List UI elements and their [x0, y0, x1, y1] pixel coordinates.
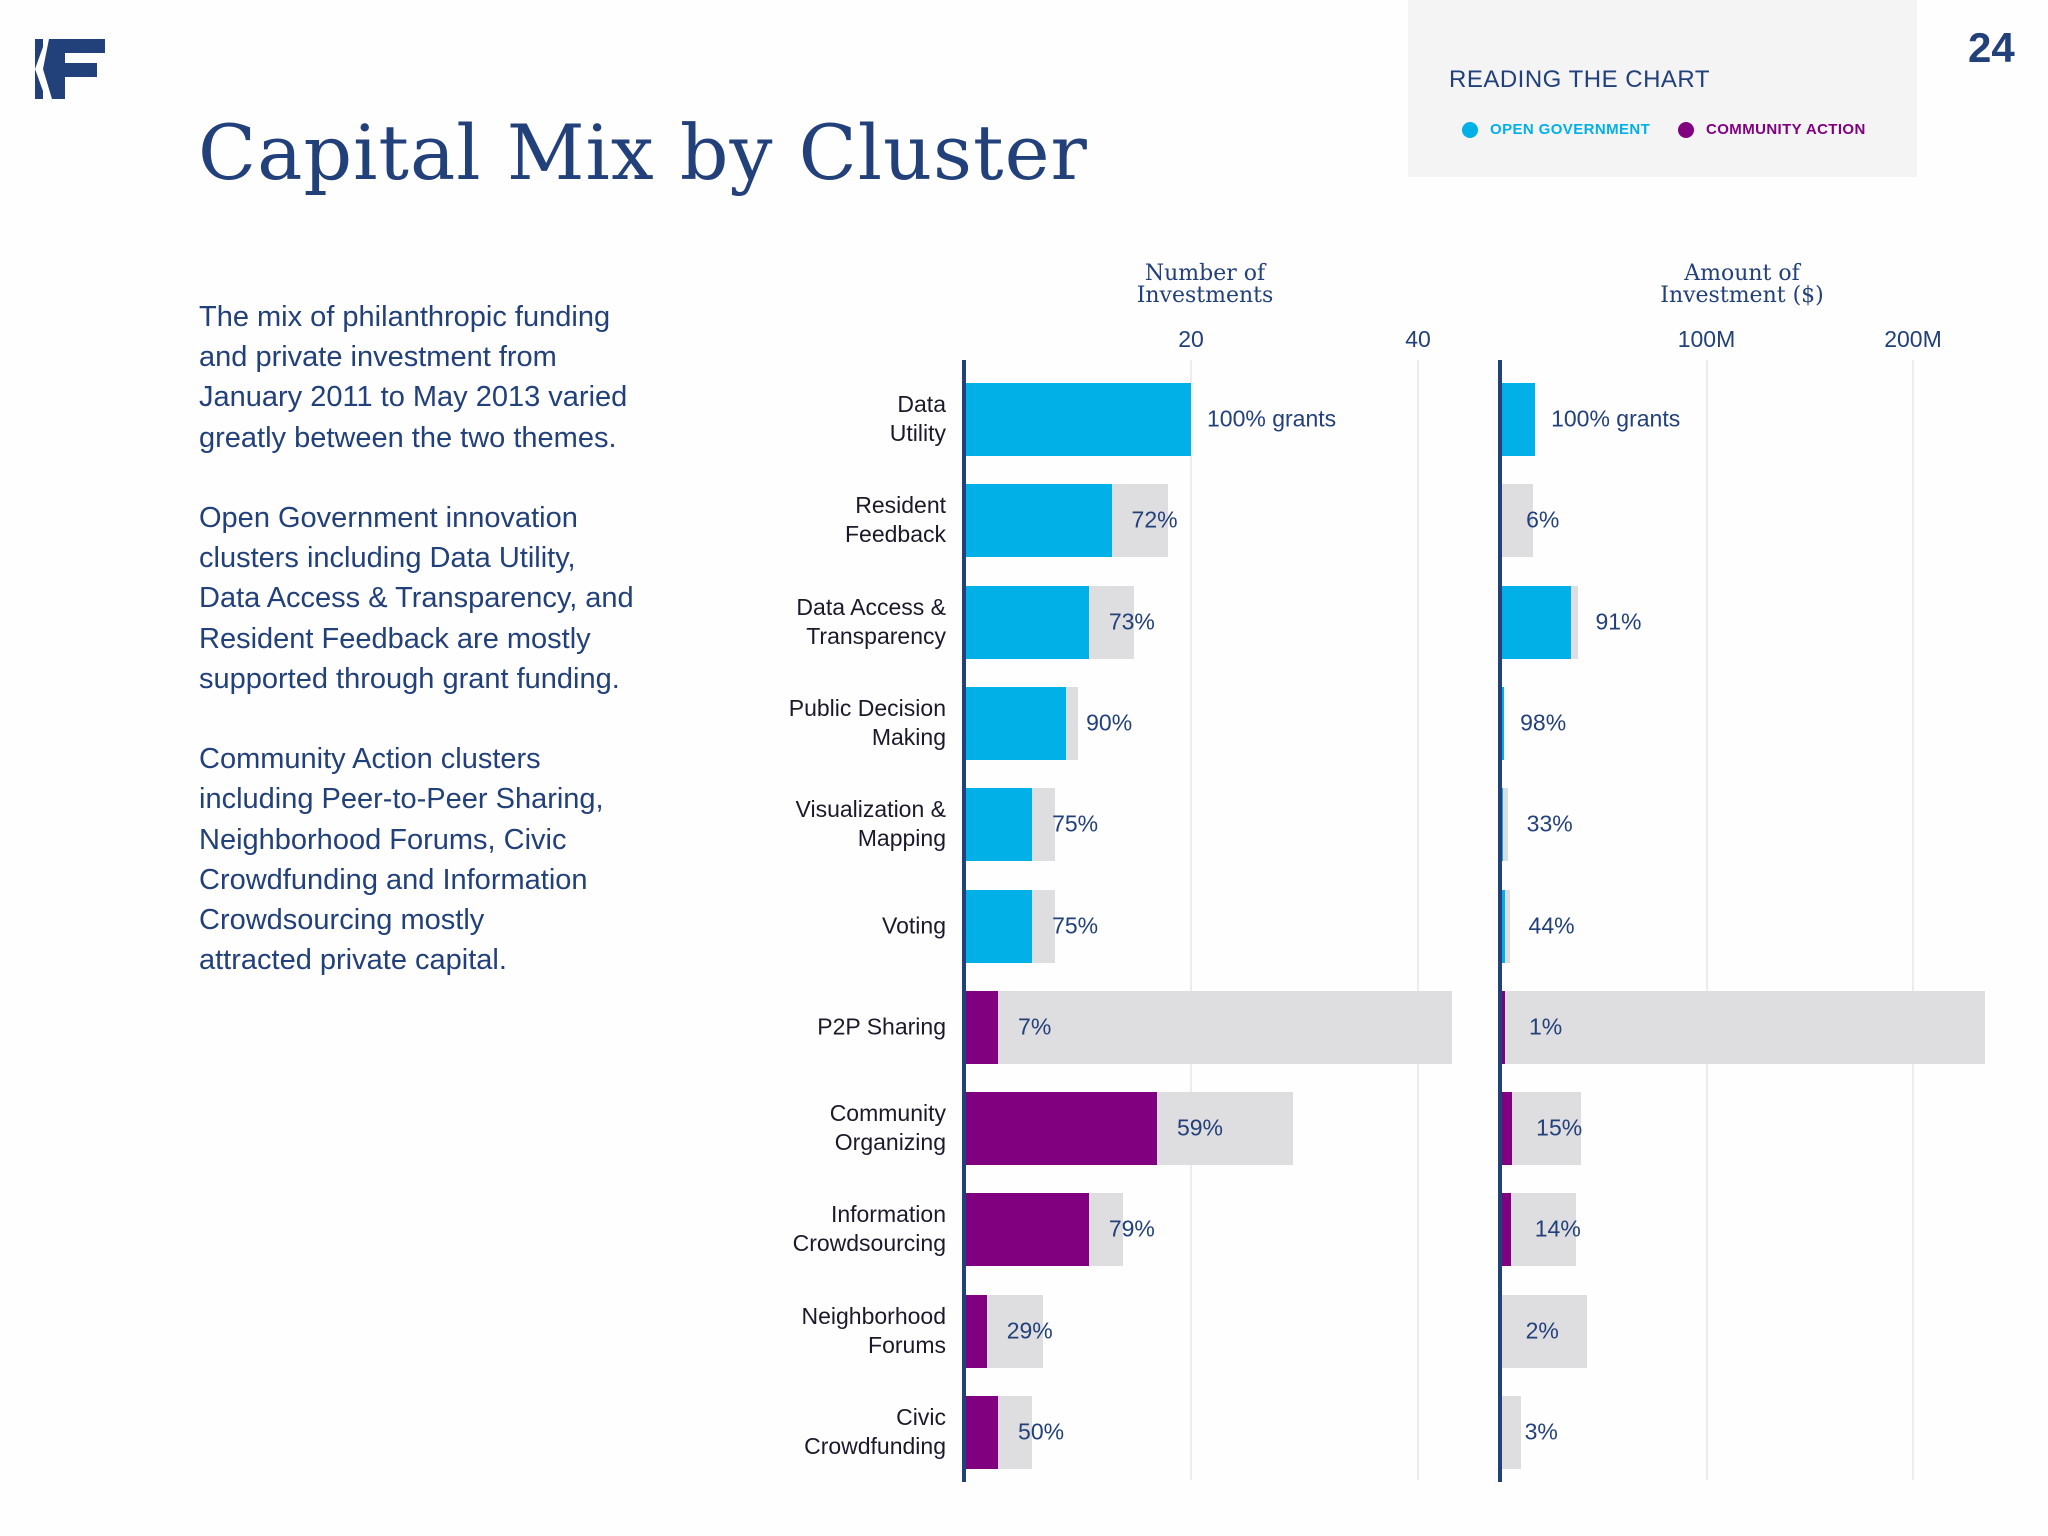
bar-grants	[1500, 889, 1505, 963]
gridline	[1190, 360, 1192, 1480]
bar-grants	[1500, 990, 1505, 1064]
bar-grants	[1500, 686, 1505, 760]
bar-grants	[1500, 1092, 1513, 1166]
category-label: Resident Feedback	[844, 492, 946, 548]
tick-label: 100M	[1677, 326, 1736, 352]
grant-percent-label: 59%	[1176, 1114, 1223, 1141]
bar-grants	[964, 484, 1112, 558]
bar-total-remainder	[1500, 889, 1511, 963]
grant-percent-label: 15%	[1536, 1114, 1583, 1141]
bar-total-remainder	[1500, 990, 1986, 1064]
body-text: The mix of philanthropic funding and pri…	[199, 297, 759, 1021]
legend-label: COMMUNITY ACTION	[1706, 121, 1866, 138]
gridline	[1912, 360, 1914, 1480]
open-government-dot-icon	[1462, 121, 1478, 138]
body-paragraph: The mix of philanthropic funding and pri…	[199, 301, 628, 454]
bar-grants	[964, 383, 1191, 456]
tick-label: 20	[1178, 326, 1204, 352]
category-label: Visualization & Mapping	[795, 796, 946, 852]
bar-total-remainder	[1500, 1193, 1577, 1267]
bar-grants	[964, 686, 1067, 760]
bar-total-remainder	[964, 990, 1453, 1064]
legend-title: READING THE CHART	[1449, 66, 1710, 93]
grant-percent-label: 50%	[1018, 1418, 1065, 1445]
bar-grants	[964, 1294, 987, 1368]
category-label: Information Crowdsourcing	[792, 1201, 946, 1257]
grant-percent-label: 75%	[1052, 810, 1099, 837]
category-label: Voting	[882, 912, 946, 938]
grant-percent-label: 7%	[1018, 1013, 1052, 1040]
kf-logo	[35, 39, 105, 99]
tick-label: 40	[1405, 326, 1431, 352]
legend-item-open-government: OPEN GOVERNMENT	[1462, 121, 1650, 138]
page-title: Capital Mix by Cluster	[198, 108, 1088, 197]
legend-item-community-action: COMMUNITY ACTION	[1678, 121, 1866, 138]
grant-percent-label: 33%	[1526, 810, 1573, 837]
bar-grants	[1500, 1193, 1511, 1267]
grant-percent-label: 2%	[1525, 1317, 1559, 1344]
bar-grants	[964, 788, 1033, 862]
bar-total-remainder	[1500, 1092, 1581, 1166]
grant-percent-label: 91%	[1595, 608, 1642, 635]
grant-percent-label: 90%	[1086, 709, 1133, 736]
bar-total-remainder	[1500, 484, 1534, 558]
grant-percent-label: 98%	[1520, 709, 1567, 736]
category-label: Civic Crowdfunding	[804, 1404, 946, 1459]
category-label: Data Utility	[889, 391, 946, 446]
bar-grants	[964, 1396, 999, 1469]
category-label: Community Organizing	[829, 1100, 946, 1156]
gridline	[1705, 360, 1708, 1480]
grant-percent-label: 6%	[1526, 506, 1560, 533]
grant-percent-label: 100% grants	[1551, 405, 1681, 432]
axis-line	[1498, 360, 1502, 1482]
category-label: Data Access & Transparency	[796, 593, 946, 649]
grant-percent-label: 1%	[1528, 1013, 1563, 1040]
grant-percent-label: 73%	[1108, 608, 1155, 635]
legend-label: OPEN GOVERNMENT	[1490, 121, 1651, 138]
page-number: 24	[1968, 24, 2015, 71]
bar-grants	[964, 1092, 1157, 1166]
bar-total-remainder	[1500, 788, 1509, 862]
bar-grants	[964, 585, 1089, 659]
bar-total-remainder	[1500, 1294, 1587, 1368]
category-label: P2P Sharing	[817, 1013, 946, 1040]
grant-percent-label: 44%	[1528, 912, 1575, 938]
grant-percent-label: 14%	[1534, 1215, 1581, 1242]
grant-percent-label: 72%	[1131, 506, 1178, 533]
grant-percent-label: 29%	[1006, 1317, 1053, 1344]
gridline	[1417, 360, 1419, 1480]
category-label: Neighborhood Forums	[801, 1302, 946, 1358]
grant-percent-label: 75%	[1052, 912, 1099, 938]
bar-grants	[964, 889, 1033, 963]
grant-percent-label: 100% grants	[1207, 405, 1337, 432]
reading-the-chart-legend: READING THE CHART OPEN GOVERNMENT COMMUN…	[1408, 0, 1917, 177]
body-paragraph: Community Action clusters including Peer…	[199, 743, 604, 977]
bar-grants	[964, 1193, 1089, 1267]
axis-title-amount-of-investment: Amount of Investment ($)	[1660, 261, 1824, 308]
category-label: Public Decision Making	[788, 694, 946, 750]
body-paragraph: Open Government innovation clusters incl…	[199, 502, 634, 695]
axis-line	[962, 360, 966, 1482]
axis-title-number-of-investments: Number of Investments	[1136, 261, 1274, 308]
bar-total-remainder	[1500, 1396, 1521, 1469]
community-action-dot-icon	[1678, 121, 1694, 138]
bar-grants	[1500, 383, 1536, 456]
bar-grants	[964, 990, 999, 1064]
tick-label: 200M	[1884, 326, 1942, 352]
grant-percent-label: 79%	[1108, 1215, 1155, 1242]
bar-grants	[1500, 585, 1572, 659]
grant-percent-label: 3%	[1524, 1418, 1558, 1445]
